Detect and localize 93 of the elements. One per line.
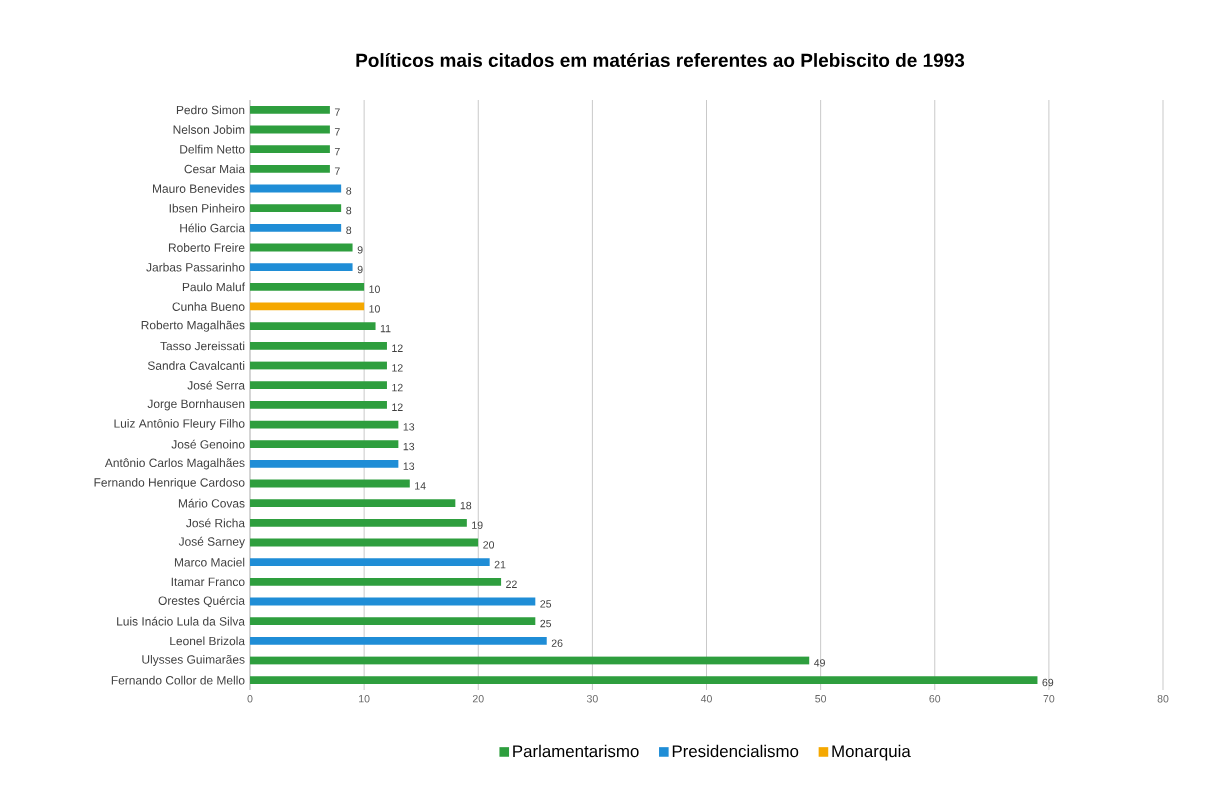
data-label: 8 xyxy=(346,226,352,234)
y-tick-label: Delfim Netto xyxy=(180,144,245,154)
x-tick-label: 30 xyxy=(586,694,598,703)
data-label: 18 xyxy=(460,501,472,510)
bar xyxy=(250,381,387,390)
y-tick-label: Jorge Bornhausen xyxy=(147,399,245,411)
bar xyxy=(250,440,399,449)
data-label: 7 xyxy=(334,167,340,175)
data-label: 26 xyxy=(551,639,563,647)
x-tick-label: 80 xyxy=(1157,694,1169,703)
data-label: 9 xyxy=(357,246,363,254)
y-tick-label: Tasso Jereissati xyxy=(160,341,245,351)
data-label: 12 xyxy=(392,403,403,411)
data-label: 14 xyxy=(415,482,426,490)
data-label: 8 xyxy=(346,187,352,195)
y-tick-label: Itamar Franco xyxy=(171,577,245,586)
bar xyxy=(250,341,387,350)
data-label: 7 xyxy=(334,147,340,156)
y-tick-label: Nelson Jobim xyxy=(173,125,245,134)
y-tick-label: Marco Maciel xyxy=(174,557,245,567)
y-tick-label: Antônio Carlos Magalhães xyxy=(104,458,245,470)
bar xyxy=(250,164,330,173)
bar xyxy=(250,400,387,409)
y-tick-label: Leonel Brizola xyxy=(170,636,245,646)
chart-title: Políticos mais citados em matérias referentes ao Plebiscito de 1993 xyxy=(356,52,965,68)
data-label: 13 xyxy=(403,442,415,451)
legend-label: Monarquia xyxy=(832,744,911,761)
x-tick-label: 60 xyxy=(929,694,941,703)
data-label: 25 xyxy=(540,619,552,628)
y-tick-label: Roberto Magalhães xyxy=(141,320,245,332)
data-label: 12 xyxy=(392,344,403,352)
data-label: 7 xyxy=(334,108,340,116)
x-tick-label: 20 xyxy=(472,694,484,703)
bar xyxy=(250,636,547,645)
data-label: 25 xyxy=(540,600,552,608)
data-label: 8 xyxy=(346,206,352,215)
y-tick-label: Mauro Benevides xyxy=(153,184,245,193)
bar xyxy=(250,558,490,567)
bar xyxy=(250,263,353,272)
y-tick-label: Sandra Cavalcanti xyxy=(147,361,245,370)
data-label: 20 xyxy=(483,541,495,549)
y-tick-label: Pedro Simon xyxy=(176,105,245,115)
data-label: 69 xyxy=(1042,678,1054,687)
y-tick-label: Fernando Collor de Mello xyxy=(111,675,245,685)
y-tick-label: Roberto Freire xyxy=(168,243,245,252)
x-tick-label: 10 xyxy=(359,694,370,703)
bar xyxy=(250,577,502,586)
y-tick-label: Fernando Henrique Cardoso xyxy=(94,477,245,490)
legend-label: Parlamentarismo xyxy=(513,744,639,758)
y-tick-label: Ibsen Pinheiro xyxy=(169,203,245,213)
data-label: 13 xyxy=(403,423,415,431)
data-label: 49 xyxy=(813,659,825,667)
y-tick-label: Cesar Maia xyxy=(184,164,246,174)
data-label: 12 xyxy=(392,364,403,372)
bar xyxy=(250,145,330,154)
y-tick-label: José Serra xyxy=(187,380,246,390)
y-tick-label: Jarbas Passarinho xyxy=(146,262,245,272)
data-label: 7 xyxy=(334,128,340,136)
y-tick-label: Orestes Quércia xyxy=(158,595,246,608)
data-label: 11 xyxy=(380,324,391,333)
bar xyxy=(250,499,456,508)
bar xyxy=(250,459,399,468)
bar xyxy=(250,282,365,291)
y-tick-label: Cunha Bueno xyxy=(172,302,245,311)
data-label: 22 xyxy=(506,580,517,588)
y-tick-label: Paulo Maluf xyxy=(182,282,246,292)
y-tick-label: José Sarney xyxy=(178,536,245,549)
x-tick-label: 50 xyxy=(815,694,827,703)
data-label: 19 xyxy=(472,521,483,529)
y-tick-label: Mário Covas xyxy=(178,498,245,508)
data-label: 10 xyxy=(369,305,380,313)
y-tick-label: José Richa xyxy=(186,518,246,528)
data-label: 21 xyxy=(494,560,506,569)
bar xyxy=(250,322,376,331)
data-label: 9 xyxy=(357,265,363,274)
x-tick-label: 0 xyxy=(247,694,253,703)
y-tick-label: Hélio Garcia xyxy=(180,223,246,233)
data-label: 13 xyxy=(403,462,415,470)
legend-label: Presidencialismo xyxy=(672,744,799,758)
x-tick-label: 70 xyxy=(1043,694,1055,703)
x-tick-label: 40 xyxy=(700,694,712,703)
bar xyxy=(250,676,1038,685)
y-tick-label: Ulysses Guimarães xyxy=(142,654,245,667)
y-tick-label: José Genoino xyxy=(171,439,245,449)
bar xyxy=(250,223,342,232)
bar xyxy=(250,105,330,114)
bar xyxy=(250,204,342,213)
y-tick-label: Luis Inácio Lula da Silva xyxy=(117,616,245,626)
bar xyxy=(250,518,467,527)
y-tick-label: Luiz Antônio Fleury Filho xyxy=(114,418,245,431)
data-label: 12 xyxy=(392,383,403,392)
data-label: 10 xyxy=(369,285,380,293)
bar xyxy=(250,617,536,626)
